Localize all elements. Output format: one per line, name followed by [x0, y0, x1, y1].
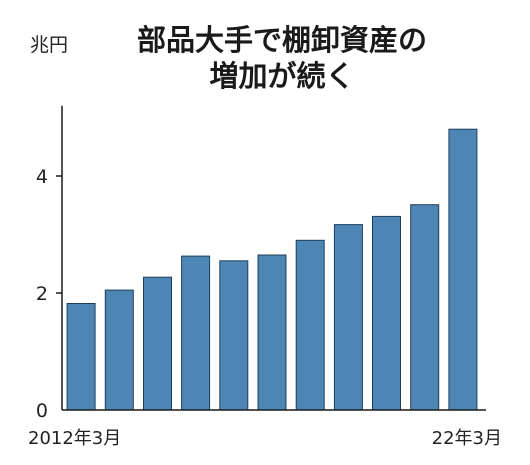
bar-10 — [410, 204, 440, 411]
y-tick-label-0: 0 — [36, 400, 48, 422]
chart-title: 部品大手で棚卸資産の 増加が続く — [137, 23, 427, 93]
bar-1 — [66, 303, 96, 411]
y-tick-label-2: 2 — [36, 283, 48, 305]
x-axis-labels: 2012年3月 22年3月 — [28, 428, 502, 449]
bar-5 — [219, 260, 249, 411]
chart-title-line-1: 部品大手で棚卸資産の — [137, 23, 427, 57]
bar-7 — [295, 239, 325, 411]
bar-3 — [143, 276, 172, 411]
bar-6 — [257, 254, 287, 411]
x-tick-label-11: 22年3月 — [432, 428, 502, 449]
bar-8 — [333, 224, 363, 411]
bar-4 — [181, 255, 211, 411]
y-axis-unit-label: 兆円 — [30, 34, 68, 56]
y-axis-ticks: 0 2 4 — [36, 166, 62, 422]
chart-title-line-2: 増加が続く — [209, 59, 354, 93]
bars — [66, 128, 478, 411]
bar-2 — [104, 289, 134, 411]
y-tick-label-4: 4 — [36, 166, 48, 188]
x-tick-label-1: 2012年3月 — [28, 428, 121, 449]
bar-11 — [448, 128, 478, 411]
bar-9 — [372, 215, 401, 411]
